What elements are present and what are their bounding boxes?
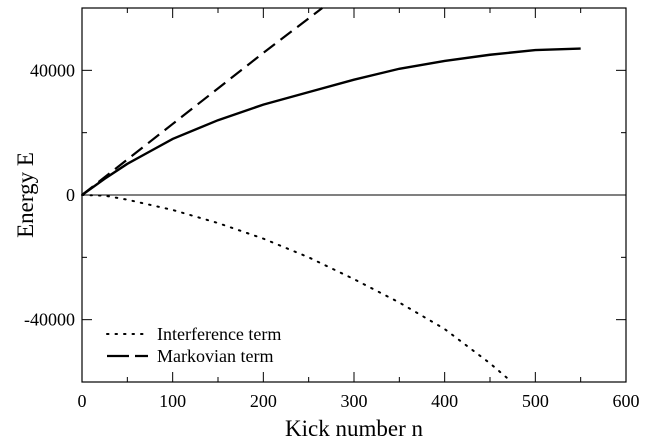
- series-line-solid-0: [81, 47, 581, 196]
- x-axis-title: Kick number n: [285, 416, 423, 441]
- x-tick-label: 0: [78, 391, 87, 411]
- ticks-layer: 0 100 200 300 400 500 600 -40000 0 40000: [24, 8, 640, 411]
- legend-label: Interference term: [157, 324, 281, 344]
- legend-label: Markovian term: [157, 346, 273, 366]
- series-line-interference-term: [81, 194, 510, 380]
- x-tick-label: 500: [522, 391, 549, 411]
- x-tick-label: 200: [250, 391, 277, 411]
- y-axis-title: Energy E: [13, 152, 38, 238]
- y-tick-label: 0: [66, 185, 75, 205]
- x-tick-label: 100: [159, 391, 186, 411]
- x-tick-label: 400: [431, 391, 458, 411]
- y-tick-label: -40000: [24, 310, 75, 330]
- y-tick-label: 40000: [30, 60, 75, 80]
- series-layer: [81, 7, 626, 380]
- series-line-markovian-term: [81, 7, 323, 196]
- x-tick-label: 600: [613, 391, 640, 411]
- x-tick-label: 300: [341, 391, 368, 411]
